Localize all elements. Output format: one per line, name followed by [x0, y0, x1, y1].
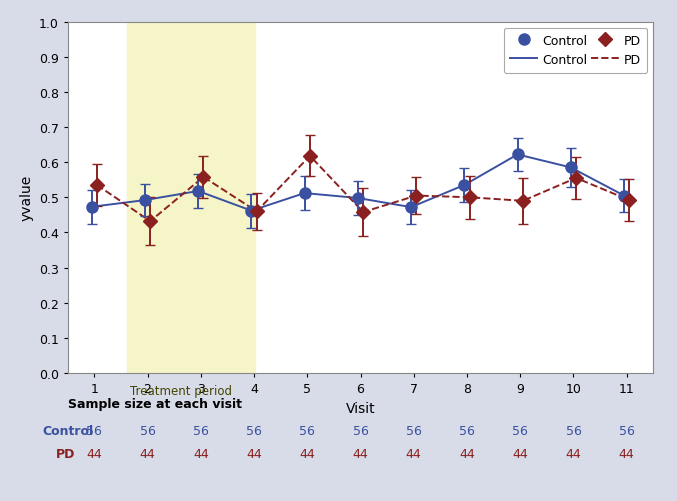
Text: 56: 56 — [619, 424, 634, 437]
Text: 56: 56 — [565, 424, 582, 437]
Text: 44: 44 — [139, 447, 156, 460]
Text: 44: 44 — [353, 447, 368, 460]
Text: 56: 56 — [512, 424, 528, 437]
Text: 44: 44 — [565, 447, 582, 460]
Y-axis label: yvalue: yvalue — [19, 175, 33, 221]
Text: 44: 44 — [299, 447, 315, 460]
Text: 56: 56 — [246, 424, 262, 437]
Text: 56: 56 — [193, 424, 209, 437]
Text: 44: 44 — [459, 447, 475, 460]
Text: 44: 44 — [512, 447, 528, 460]
Text: 56: 56 — [299, 424, 315, 437]
Text: 56: 56 — [353, 424, 368, 437]
Text: 56: 56 — [139, 424, 156, 437]
Bar — [127, 23, 255, 373]
Text: 56: 56 — [406, 424, 422, 437]
Text: 44: 44 — [406, 447, 422, 460]
Text: Control: Control — [42, 424, 93, 437]
X-axis label: Visit: Visit — [346, 401, 375, 415]
Text: Sample size at each visit: Sample size at each visit — [68, 397, 242, 410]
Text: 44: 44 — [246, 447, 262, 460]
Legend: Control, Control, PD, PD: Control, Control, PD, PD — [504, 29, 647, 74]
Text: Treatment period: Treatment period — [130, 384, 232, 397]
Text: 56: 56 — [87, 424, 102, 437]
Text: 44: 44 — [193, 447, 209, 460]
Text: PD: PD — [56, 447, 75, 460]
Text: 44: 44 — [619, 447, 634, 460]
Text: 56: 56 — [459, 424, 475, 437]
Text: 44: 44 — [87, 447, 102, 460]
